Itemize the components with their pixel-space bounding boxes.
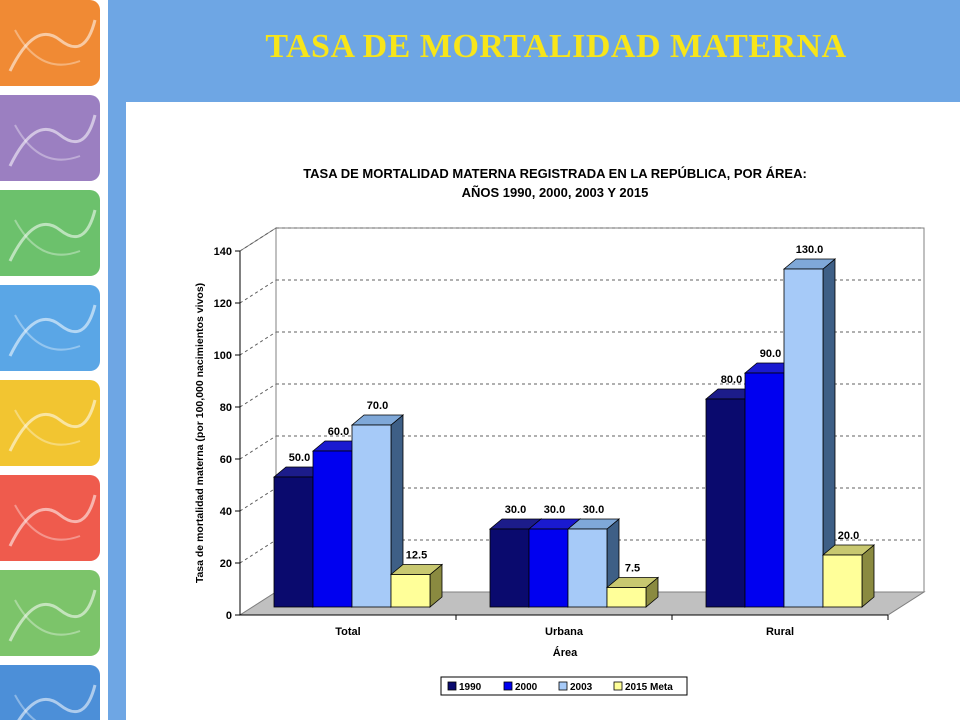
legend: 1990 2000 2003 2015 Meta xyxy=(440,676,688,696)
bar-value-label: 130.0 xyxy=(796,244,824,256)
bar-value-label: 12.5 xyxy=(406,550,427,562)
legend-label: 2000 xyxy=(515,682,538,693)
legend-item-2003: 2003 xyxy=(558,681,593,693)
bar-value-label: 30.0 xyxy=(505,504,526,516)
bar-front xyxy=(273,476,314,608)
gridline-diagonal xyxy=(239,227,277,252)
bar-value-label: 30.0 xyxy=(544,504,565,516)
legend-swatch xyxy=(503,681,513,691)
bar-value-label: 20.0 xyxy=(838,530,859,542)
y-tick-label: 120 xyxy=(214,298,232,310)
slide-title: TASA DE MORTALIDAD MATERNA xyxy=(265,28,847,65)
bar-side xyxy=(861,544,875,608)
bar-front xyxy=(489,528,530,608)
x-axis-title: Área xyxy=(553,646,578,659)
bar-value-label: 30.0 xyxy=(583,504,604,516)
bar-front xyxy=(822,554,863,608)
x-tick-label-total: Total xyxy=(335,626,360,638)
bar-2003-total xyxy=(350,414,405,608)
bar-2015-meta-total xyxy=(389,563,444,608)
x-tick-label-rural: Rural xyxy=(766,626,794,638)
bar-front xyxy=(390,574,431,608)
bar-front xyxy=(351,424,392,608)
gridline-diagonal xyxy=(239,383,277,408)
bar-value-label: 70.0 xyxy=(367,400,388,412)
tile-green xyxy=(0,190,100,276)
y-tick-label: 60 xyxy=(220,454,232,466)
legend-label: 2003 xyxy=(570,682,593,693)
tile-orange xyxy=(0,0,100,86)
left-blue-border xyxy=(108,0,126,720)
bar-2015-meta-urbana xyxy=(605,576,660,608)
gridline-diagonal xyxy=(239,331,277,356)
bar-front xyxy=(783,268,824,608)
legend-item-2000: 2000 xyxy=(503,681,538,693)
bar-front xyxy=(567,528,608,608)
legend-label: 2015 Meta xyxy=(625,682,673,693)
bar-front xyxy=(744,372,785,608)
y-tick-label: 80 xyxy=(220,402,232,414)
header-band xyxy=(108,0,960,102)
y-tick-label: 140 xyxy=(214,246,232,258)
bar-value-label: 60.0 xyxy=(328,426,349,438)
gridline-diagonal xyxy=(239,539,277,564)
chart-title-line1: TASA DE MORTALIDAD MATERNA REGISTRADA EN… xyxy=(303,166,807,181)
bar-value-label: 90.0 xyxy=(760,348,781,360)
tile-yellow xyxy=(0,380,100,466)
legend-item-1990: 1990 xyxy=(447,681,482,693)
chart-side-wall xyxy=(239,227,277,616)
tile-red xyxy=(0,475,100,561)
y-tick-label: 0 xyxy=(226,610,232,622)
tile-blue xyxy=(0,285,100,371)
legend-label: 1990 xyxy=(459,682,482,693)
gridline-diagonal xyxy=(239,279,277,304)
legend-swatch xyxy=(613,681,623,691)
bar-value-label: 7.5 xyxy=(625,563,640,575)
legend-swatch xyxy=(558,681,568,691)
gridline-diagonal xyxy=(239,487,277,512)
bar-value-label: 80.0 xyxy=(721,374,742,386)
legend-item-2015-meta: 2015 Meta xyxy=(613,681,673,693)
bar-2015-meta-rural xyxy=(821,544,876,608)
legend-swatch xyxy=(447,681,457,691)
tile-purple xyxy=(0,95,100,181)
tile-green-2 xyxy=(0,570,100,656)
bar-value-label: 50.0 xyxy=(289,452,310,464)
bar-front xyxy=(528,528,569,608)
y-axis-title: Tasa de mortalidad materna (por 100,000 … xyxy=(194,283,206,583)
gridline-diagonal xyxy=(239,435,277,460)
y-tick-label: 40 xyxy=(220,506,232,518)
chart-title-line2: AÑOS 1990, 2000, 2003 Y 2015 xyxy=(462,185,649,200)
tile-blue-2 xyxy=(0,665,100,720)
bar-2003-rural xyxy=(782,258,837,608)
decorative-side-strip xyxy=(0,0,108,720)
y-tick-label: 100 xyxy=(214,350,232,362)
x-tick-label-urbana: Urbana xyxy=(545,626,584,638)
bar-front xyxy=(312,450,353,608)
y-tick-label: 20 xyxy=(220,558,232,570)
bar-front xyxy=(705,398,746,608)
bar-front xyxy=(606,587,647,608)
